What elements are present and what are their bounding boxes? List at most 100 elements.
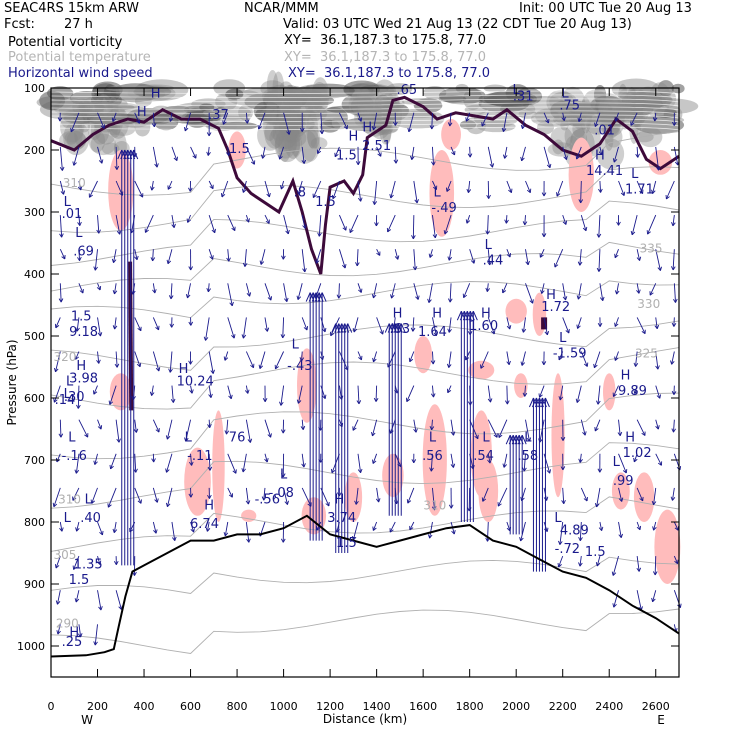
pv-shading-blob <box>278 84 303 116</box>
field-name-theta: Potential temperature <box>8 50 151 65</box>
x-tick-label: 800 <box>227 700 248 713</box>
wind-vector-head <box>96 560 102 565</box>
pv-extremum-label: H <box>179 362 189 377</box>
wind-vector-head <box>190 528 195 533</box>
wind-vector-head <box>74 598 80 603</box>
wind-vector <box>53 487 61 507</box>
wind-vector <box>245 146 255 165</box>
wind-vector-head <box>522 392 528 397</box>
pv-extremum-label: H <box>625 430 635 445</box>
wind-vector-head <box>433 331 438 337</box>
wind-vector-head <box>427 534 433 539</box>
wind-vector <box>636 146 639 158</box>
wind-vector <box>97 215 100 234</box>
wind-vector-head <box>665 194 670 200</box>
wind-vector-head <box>372 357 377 363</box>
wind-vector <box>152 487 158 503</box>
wind-vector <box>242 317 247 339</box>
wind-vector-head <box>242 262 248 267</box>
theta-contour <box>50 200 680 266</box>
wind-vector <box>655 317 658 329</box>
wind-vector-head <box>206 151 211 156</box>
wind-vector-head <box>673 298 678 303</box>
wind-vector-head <box>427 298 432 303</box>
wind-vector <box>616 283 619 295</box>
wind-vector <box>432 385 434 398</box>
wind-vector <box>338 249 346 269</box>
wind-vector <box>170 283 173 299</box>
wind-vector-head <box>582 431 587 436</box>
wind-vector <box>190 146 197 159</box>
wind-vector <box>318 215 322 237</box>
wind-vector-head <box>75 527 80 532</box>
pv-extremum-label: 1.5 <box>229 142 250 157</box>
wind-vector <box>264 419 272 438</box>
y-tick-label: 100 <box>24 82 45 95</box>
wind-vector-head <box>462 293 468 299</box>
wind-vector <box>579 556 582 567</box>
wind-vector <box>264 180 270 198</box>
wind-vector <box>649 283 657 296</box>
wind-vector <box>502 112 508 132</box>
pv-extremum-label: .44 <box>483 254 504 269</box>
pv-shading-blob <box>617 83 629 120</box>
wind-vector-head <box>596 400 601 405</box>
wind-vector-head <box>259 260 265 265</box>
wind-vector <box>524 215 526 225</box>
wind-vector-head <box>470 259 476 264</box>
wind-vector <box>521 146 526 161</box>
wind-vector <box>113 521 117 533</box>
wind-vector-head <box>540 397 550 408</box>
wind-vector <box>320 385 326 399</box>
wind-vector-head <box>451 150 456 156</box>
wind-vector-head <box>241 468 246 473</box>
wind-vector-head <box>671 322 677 327</box>
wind-vector-head <box>649 291 654 296</box>
wind-vector-head <box>205 527 211 532</box>
wind-vector-head <box>541 233 547 238</box>
wind-vector-head <box>168 295 174 300</box>
wind-vector <box>357 180 362 202</box>
wind-vector-head <box>612 392 617 397</box>
wind-vector <box>428 283 433 303</box>
wind-vector-head <box>620 191 626 196</box>
wind-vector <box>409 521 415 531</box>
center-name: NCAR/MMM <box>244 1 319 16</box>
wind-vector-head <box>639 496 644 502</box>
wind-vector-head <box>210 369 215 374</box>
pv-shading-blob <box>90 133 116 156</box>
pv-extremum-label: 1.5 <box>315 195 336 210</box>
wind-vector <box>577 283 582 300</box>
wind-vector-head <box>342 226 347 231</box>
theta-contour <box>50 392 680 460</box>
field-name-wind: Horizontal wind speed <box>8 66 153 81</box>
wind-vector-head <box>431 506 437 511</box>
pv-shading-blob <box>341 93 375 115</box>
wind-vector-head <box>54 323 60 329</box>
wind-vector-head <box>330 331 335 337</box>
pv-shading-blob <box>304 85 313 112</box>
wind-vector-head <box>582 226 588 232</box>
x-tick-label: 1800 <box>456 700 484 713</box>
wind-vector <box>432 351 434 365</box>
wind-vector-head <box>577 117 583 123</box>
wind-vector-head <box>56 630 61 635</box>
wind-vector-head <box>52 502 58 508</box>
wind-vector-head <box>183 126 189 132</box>
wind-vector-head <box>112 290 118 295</box>
pv-extremum-label: 1.5 <box>71 310 92 325</box>
wind-vector-head <box>429 125 435 130</box>
wind-vector <box>430 453 433 472</box>
wind-vector <box>636 419 646 436</box>
wind-vector-head <box>597 322 603 327</box>
wind-vector <box>487 317 495 335</box>
pv-extremum-label: L <box>485 238 493 253</box>
pv-extremum-label: .31 <box>513 89 534 104</box>
negative-pv-patch <box>441 119 461 150</box>
pv-contour-line <box>50 98 680 103</box>
wind-vector <box>245 351 254 368</box>
wind-vector <box>222 112 229 125</box>
wind-vector-head <box>480 364 485 369</box>
pv-shading-blob <box>565 101 613 115</box>
wind-vector <box>115 215 121 235</box>
